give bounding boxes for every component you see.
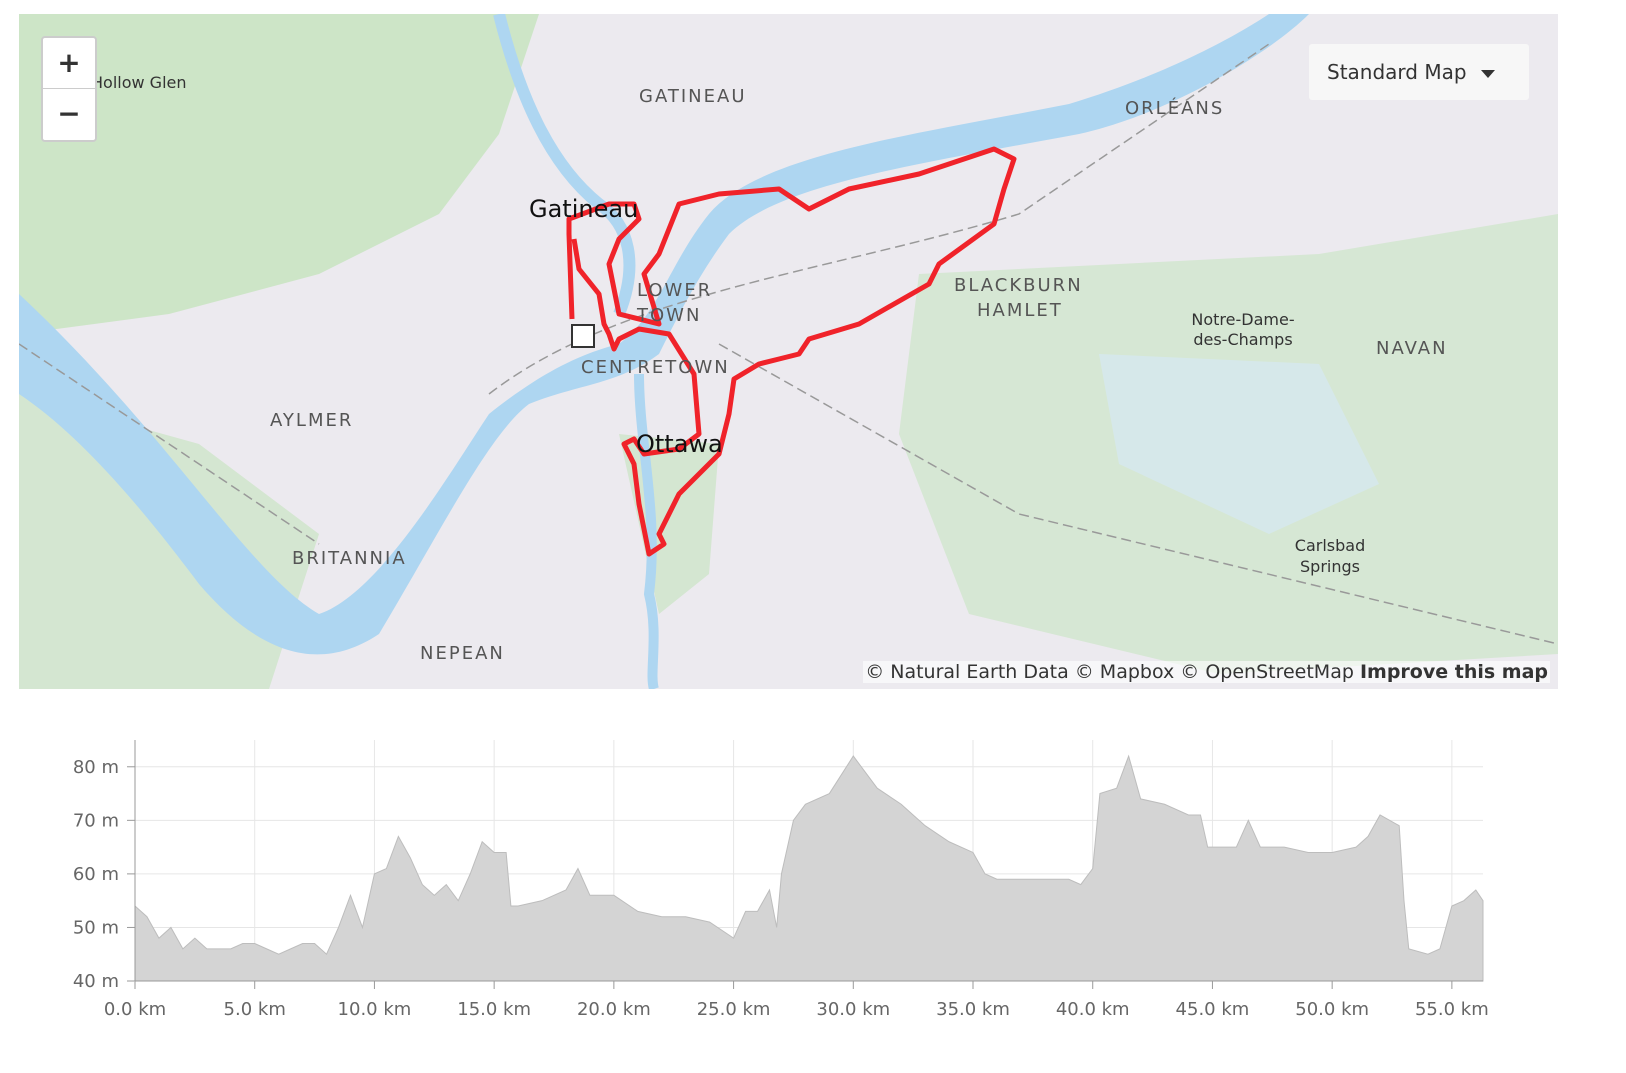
x-tick-label: 30.0 km (816, 999, 890, 1020)
x-tick-label: 50.0 km (1295, 999, 1369, 1020)
route (566, 146, 1017, 557)
map-style-label: Standard Map (1327, 60, 1467, 84)
map-label: BLACKBURN (954, 275, 1083, 296)
x-tick-label: 20.0 km (577, 999, 651, 1020)
boundary (19, 43, 1558, 645)
map-label: LOWER (637, 280, 712, 301)
x-tick-label: 10.0 km (338, 999, 412, 1020)
zoom-in[interactable]: + (43, 38, 95, 89)
x-tick-label: 45.0 km (1176, 999, 1250, 1020)
map-label: BRITANNIA (292, 548, 407, 569)
map-label: TOWN (636, 305, 701, 326)
attribution: © Natural Earth Data © Mapbox © OpenStre… (863, 661, 1550, 683)
x-tick-label: 55.0 km (1415, 999, 1489, 1020)
y-tick-label: 40 m (73, 971, 119, 992)
attribution-text: © Natural Earth Data © Mapbox © OpenStre… (865, 661, 1354, 683)
elevation-area (134, 754, 1484, 982)
zoom-out[interactable]: − (57, 97, 81, 130)
river (493, 14, 636, 317)
river (634, 373, 659, 689)
map-label: Carlsbad (1295, 536, 1365, 555)
map[interactable]: Hollow Glen GATINEAU ORLÉANS Gatineau LO… (19, 14, 1558, 689)
map-label: NAVAN (1376, 338, 1448, 359)
map-label: Ottawa (636, 430, 723, 458)
map-label: des-Champs (1193, 330, 1292, 349)
map-label: Hollow Glen (91, 73, 187, 92)
x-tick-label: 40.0 km (1056, 999, 1130, 1020)
zoom-control: + − (41, 36, 97, 142)
map-label: Springs (1300, 557, 1360, 576)
x-tick-label: 35.0 km (936, 999, 1010, 1020)
map-label: GATINEAU (639, 86, 747, 107)
map-style-button[interactable]: Standard Map (1309, 44, 1529, 100)
map-label: ORLÉANS (1125, 97, 1224, 119)
y-tick-label: 70 m (73, 810, 119, 831)
map-label: Notre-Dame- (1191, 310, 1294, 329)
map-canvas: Hollow Glen GATINEAU ORLÉANS Gatineau LO… (19, 14, 1558, 689)
elevation-chart: 40 m 50 m 60 m 70 m 80 m 0.0 km 5.0 km 10.0 km 1… (73, 740, 1489, 1020)
caret (1480, 69, 1495, 78)
map-label: NEPEAN (420, 643, 505, 664)
x-tick-label: 5.0 km (224, 999, 286, 1020)
map-label: HAMLET (977, 300, 1063, 321)
x-tick-label: 15.0 km (457, 999, 531, 1020)
map-label: AYLMER (270, 410, 353, 431)
x-tick-label: 0.0 km (104, 999, 166, 1020)
y-tick-label: 50 m (73, 917, 119, 938)
map-label: CENTRETOWN (581, 357, 730, 378)
improve-link[interactable]: Improve this map (1359, 661, 1548, 683)
finish-flag (571, 324, 595, 348)
y-tick-label: 80 m (73, 757, 119, 778)
map-label: Gatineau (529, 195, 638, 223)
x-tick-label: 25.0 km (697, 999, 771, 1020)
y-tick-label: 60 m (73, 864, 119, 885)
